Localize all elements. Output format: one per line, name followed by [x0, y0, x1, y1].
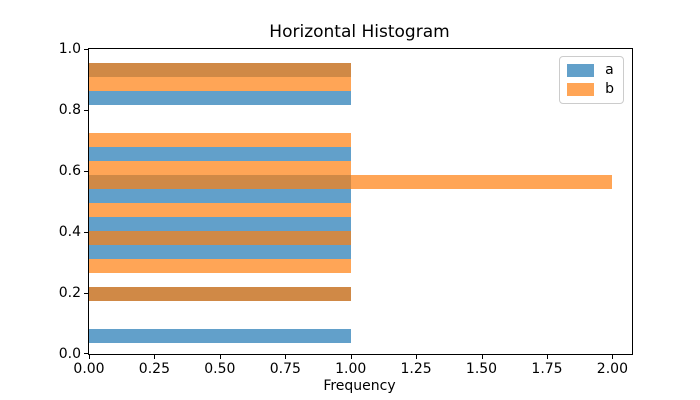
histogram-bar-b	[89, 287, 351, 302]
histogram-bar-a	[89, 90, 351, 105]
legend: a b	[559, 56, 624, 104]
histogram-bar-a	[89, 189, 351, 203]
legend-entry-b: b	[567, 81, 614, 97]
x-tick-mark	[612, 355, 614, 359]
x-tick-label: 1.75	[531, 361, 563, 377]
histogram-bar-b	[89, 76, 351, 91]
y-tick-mark	[84, 49, 88, 50]
x-tick-mark	[416, 355, 418, 359]
plot-area: 0.00 0.25 0.50 0.75 1.00 1.25 1.50 1.75 2.00 0.0 0…	[59, 41, 633, 377]
y-tick-mark	[84, 353, 88, 354]
y-tick-label: 0.8	[58, 102, 81, 118]
histogram-bar-a	[89, 245, 351, 260]
x-tick-mark	[285, 355, 287, 359]
y-tick-label: 0.4	[58, 224, 81, 240]
y-tick-label: 0.6	[58, 163, 81, 179]
legend-label-b: b	[605, 81, 614, 97]
x-tick-label: 0.25	[138, 361, 170, 377]
histogram-bar-b	[89, 62, 351, 77]
histogram-bar-b	[89, 231, 351, 246]
x-tick-label: 0.00	[73, 361, 105, 377]
chart-title: Horizontal Histogram	[269, 22, 450, 42]
x-tick-mark	[547, 355, 548, 359]
legend-swatch-b	[567, 83, 595, 96]
x-tick-label: 0.75	[269, 361, 301, 377]
y-tick-mark	[84, 110, 88, 111]
y-tick-mark	[84, 171, 88, 172]
x-tick-label: 0.50	[204, 361, 236, 377]
x-tick-mark	[89, 355, 90, 359]
y-tick-label: 1.0	[58, 41, 81, 57]
legend-entry-a: a	[567, 62, 614, 78]
x-tick-label: 1.00	[335, 361, 367, 377]
legend-label-a: a	[605, 62, 614, 78]
histogram-bar-b	[89, 203, 351, 218]
histogram-bar-b	[89, 259, 351, 274]
histogram-bar-a	[89, 146, 351, 161]
histogram-bar-b	[89, 175, 613, 189]
x-tick-mark	[350, 355, 352, 359]
x-tick-mark	[154, 355, 156, 359]
legend-swatch-a	[567, 64, 595, 77]
x-tick-label: 2.00	[596, 361, 628, 377]
histogram-bar-a	[89, 329, 351, 344]
histogram-bar-b	[89, 132, 351, 147]
y-tick-label: 0.2	[58, 285, 81, 301]
x-tick-label: 1.25	[400, 361, 432, 377]
histogram-bar-b	[89, 161, 351, 175]
x-tick-mark	[481, 355, 483, 359]
x-tick-mark	[219, 355, 221, 359]
y-tick-label: 0.0	[58, 346, 81, 362]
x-axis-label: Frequency	[323, 378, 396, 394]
histogram-bar-a	[89, 217, 351, 232]
x-tick-label: 1.50	[465, 361, 498, 377]
y-tick-mark	[84, 293, 88, 294]
y-tick-mark	[84, 232, 88, 233]
